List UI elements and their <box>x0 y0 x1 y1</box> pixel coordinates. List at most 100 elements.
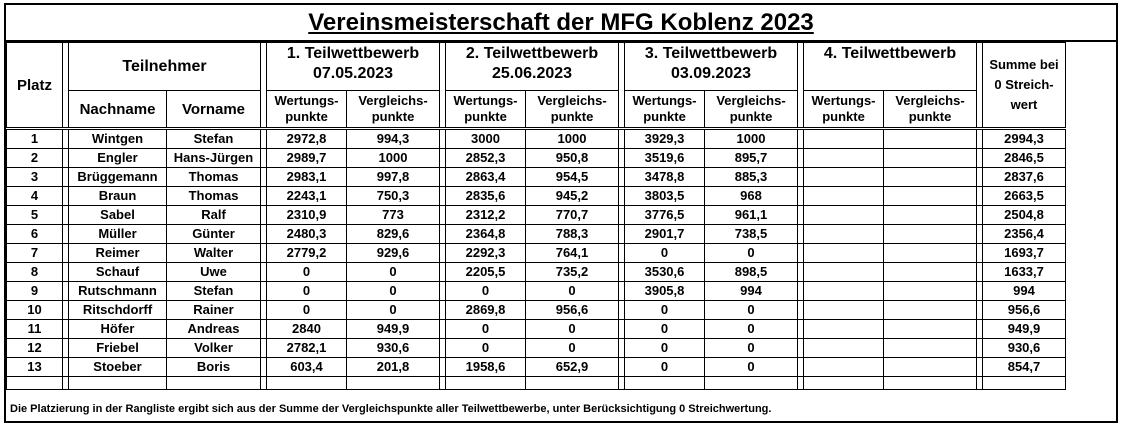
table-row: 10 Ritschdorff Rainer 0 0 2869,8 956,6 0 0 956,6 <box>6 300 1066 320</box>
cell-platz: 11 <box>6 319 63 339</box>
summe-line-1: Summe bei <box>989 57 1059 72</box>
cell-wertung-3: 0 <box>624 243 705 263</box>
cell-vergleich-4 <box>883 357 977 377</box>
cell-wertung-4 <box>803 167 884 187</box>
cell-wertung-2: 0 <box>445 338 526 358</box>
empty-cell <box>883 376 977 390</box>
cell-vergleich-4 <box>883 281 977 301</box>
cell-nachname: Brüggemann <box>68 167 167 187</box>
cell-wertung-2: 2835,6 <box>445 186 526 206</box>
cell-wertung-4 <box>803 186 884 206</box>
cell-platz: 5 <box>6 205 63 225</box>
cell-vergleich-3: 0 <box>704 243 798 263</box>
empty-cell <box>803 376 884 390</box>
cell-wertung-1: 2972,8 <box>266 128 347 149</box>
cell-vergleich-1: 0 <box>346 262 440 282</box>
table-row: 7 Reimer Walter 2779,2 929,6 2292,3 764,1 0 0 169… <box>6 243 1066 263</box>
table-row: 12 Friebel Volker 2782,1 930,6 0 0 0 0 930,6 <box>6 338 1066 358</box>
wertung-line-1: Wertungs- <box>453 93 518 108</box>
cell-vergleich-2: 0 <box>525 281 619 301</box>
cell-wertung-3: 3519,6 <box>624 148 705 168</box>
cell-platz: 3 <box>6 167 63 187</box>
cell-vergleich-1: 750,3 <box>346 186 440 206</box>
col-header-platz: Platz <box>6 42 63 130</box>
cell-vergleich-4 <box>883 205 977 225</box>
cell-wertung-2: 2852,3 <box>445 148 526 168</box>
cell-wertung-4 <box>803 128 884 149</box>
cell-wertung-4 <box>803 205 884 225</box>
cell-vergleich-2: 945,2 <box>525 186 619 206</box>
col-header-vergleich-2: Vergleichs-punkte <box>525 90 619 130</box>
cell-nachname: Rutschmann <box>68 281 167 301</box>
cell-vergleich-3: 0 <box>704 300 798 320</box>
cell-vergleich-2: 950,8 <box>525 148 619 168</box>
cell-vorname: Volker <box>166 338 261 358</box>
cell-vergleich-3: 895,7 <box>704 148 798 168</box>
cell-nachname: Braun <box>68 186 167 206</box>
cell-wertung-1: 2782,1 <box>266 338 347 358</box>
cell-nachname: Wintgen <box>68 128 167 149</box>
cell-wertung-3: 0 <box>624 357 705 377</box>
cell-vergleich-2: 0 <box>525 338 619 358</box>
wb3-date: 03.09.2023 <box>670 65 752 82</box>
wb4-label: 4. Teilwettbewerb <box>823 45 957 62</box>
cell-vergleich-1: 0 <box>346 300 440 320</box>
standings-table: Platz Teilnehmer 1. Teilwettbewerb 07.05… <box>6 42 1066 390</box>
empty-cell <box>624 376 705 390</box>
vergleich-line-2: punkte <box>550 109 594 124</box>
cell-vergleich-4 <box>883 148 977 168</box>
cell-summe: 854,7 <box>982 357 1066 377</box>
cell-wertung-2: 2205,5 <box>445 262 526 282</box>
cell-wertung-2: 0 <box>445 281 526 301</box>
vergleich-line-2: punkte <box>908 109 952 124</box>
cell-nachname: Engler <box>68 148 167 168</box>
cell-wertung-4 <box>803 224 884 244</box>
cell-vergleich-3: 968 <box>704 186 798 206</box>
empty-cell <box>982 376 1066 390</box>
cell-wertung-1: 2983,1 <box>266 167 347 187</box>
table-row: 6 Müller Günter 2480,3 829,6 2364,8 788,3 2901,… <box>6 224 1066 244</box>
cell-vergleich-2: 956,6 <box>525 300 619 320</box>
cell-wertung-4 <box>803 243 884 263</box>
cell-vergleich-2: 764,1 <box>525 243 619 263</box>
cell-vorname: Walter <box>166 243 261 263</box>
summe-line-2: 0 Streich- <box>994 77 1054 92</box>
wertung-line-1: Wertungs- <box>274 93 339 108</box>
cell-wertung-3: 3776,5 <box>624 205 705 225</box>
col-header-teilnehmer: Teilnehmer <box>68 42 261 91</box>
cell-nachname: Stoeber <box>68 357 167 377</box>
cell-wertung-2: 2863,4 <box>445 167 526 187</box>
wertung-line-1: Wertungs- <box>632 93 697 108</box>
cell-platz: 1 <box>6 128 63 149</box>
page-title: Vereinsmeisterschaft der MFG Koblenz 202… <box>308 9 814 36</box>
col-header-summe: Summe bei 0 Streich- wert <box>982 42 1066 130</box>
cell-nachname: Reimer <box>68 243 167 263</box>
cell-vergleich-1: 829,6 <box>346 224 440 244</box>
cell-wertung-1: 2480,3 <box>266 224 347 244</box>
col-header-vergleich-4: Vergleichs-punkte <box>883 90 977 130</box>
col-header-wertung-4: Wertungs-punkte <box>803 90 884 130</box>
cell-vergleich-4 <box>883 243 977 263</box>
cell-wertung-1: 0 <box>266 300 347 320</box>
cell-vergleich-2: 954,5 <box>525 167 619 187</box>
col-header-vorname: Vorname <box>166 90 261 130</box>
table-row: 1 Wintgen Stefan 2972,8 994,3 3000 1000 3929,3 1… <box>6 128 1066 149</box>
cell-summe: 1633,7 <box>982 262 1066 282</box>
cell-platz: 7 <box>6 243 63 263</box>
cell-wertung-1: 603,4 <box>266 357 347 377</box>
cell-wertung-2: 2292,3 <box>445 243 526 263</box>
table-row: 3 Brüggemann Thomas 2983,1 997,8 2863,4 954,5 3… <box>6 167 1066 187</box>
page-title-bar: Vereinsmeisterschaft der MFG Koblenz 202… <box>6 5 1116 42</box>
cell-summe: 2846,5 <box>982 148 1066 168</box>
cell-nachname: Friebel <box>68 338 167 358</box>
cell-vorname: Rainer <box>166 300 261 320</box>
cell-vergleich-1: 994,3 <box>346 128 440 149</box>
wertung-line-2: punkte <box>822 109 865 124</box>
col-header-wb2: 2. Teilwettbewerb 25.06.2023 <box>445 42 619 91</box>
cell-vorname: Thomas <box>166 186 261 206</box>
cell-vergleich-4 <box>883 186 977 206</box>
cell-platz: 8 <box>6 262 63 282</box>
table-row: 4 Braun Thomas 2243,1 750,3 2835,6 945,2 3803,5… <box>6 186 1066 206</box>
cell-summe: 949,9 <box>982 319 1066 339</box>
table-row: 5 Sabel Ralf 2310,9 773 2312,2 770,7 3776,5 961,… <box>6 205 1066 225</box>
